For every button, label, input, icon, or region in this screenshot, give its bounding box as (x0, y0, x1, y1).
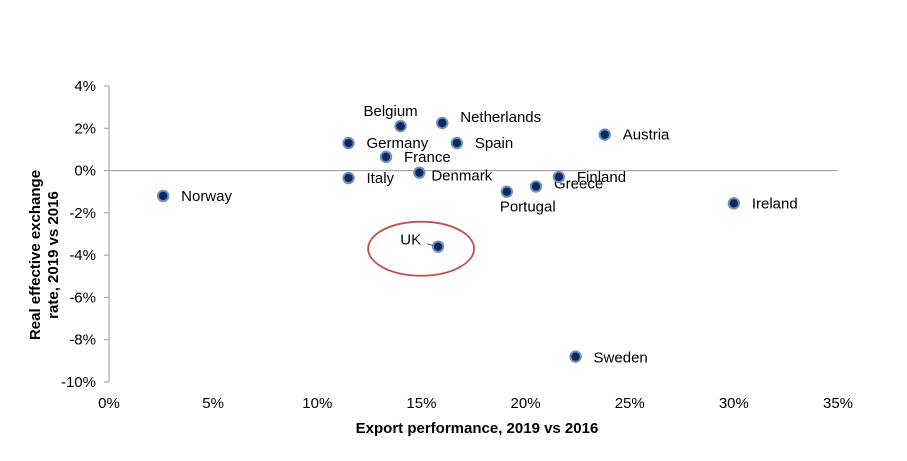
point-label-austria: Austria (623, 127, 670, 144)
point-finland (552, 170, 566, 184)
x-tick-label: 20% (511, 395, 541, 412)
x-tick-label: 30% (719, 395, 749, 412)
point-spain (450, 136, 464, 150)
point-label-spain: Spain (475, 135, 513, 152)
x-tick-label: 25% (615, 395, 645, 412)
y-axis-title-line-1: Real effective exchange (27, 170, 44, 340)
highlight-ellipse (367, 220, 475, 277)
x-tick-label: 10% (302, 395, 332, 412)
point-denmark (413, 166, 426, 179)
point-label-ireland: Ireland (752, 195, 798, 212)
x-ticks: 0% 5% 10% 15% 20% 25% 30% 35% (98, 395, 853, 412)
point-ireland (727, 197, 741, 210)
y-tick-label: -10% (61, 374, 96, 391)
point-italy (342, 171, 355, 185)
y-tick-label: 0% (74, 163, 96, 180)
point-norway (156, 189, 170, 203)
x-tick-label: 0% (98, 395, 120, 412)
point-uk (431, 240, 445, 253)
y-axis-title: Real effective exchange rate, 2019 vs 20… (27, 170, 62, 340)
point-france (379, 150, 393, 164)
data-points: Norway Germany Italy France Belgium Denmark UK… (156, 103, 798, 367)
point-greece (529, 180, 543, 193)
y-tick-label: -2% (69, 205, 96, 222)
x-tick-label: 5% (202, 395, 224, 412)
leader-line (426, 243, 434, 247)
point-portugal (500, 185, 514, 198)
point-label-germany: Germany (367, 135, 429, 152)
point-label-sweden: Sweden (594, 350, 648, 367)
y-tick-label: -4% (69, 247, 96, 264)
highlight-layer (367, 220, 475, 277)
x-axis-title: Export performance, 2019 vs 2016 (356, 420, 599, 437)
point-label-france: France (404, 149, 451, 166)
point-label-portugal: Portugal (500, 199, 556, 216)
point-label-norway: Norway (181, 188, 232, 205)
point-label-netherlands: Netherlands (460, 109, 541, 126)
x-tick-label: 15% (406, 395, 436, 412)
point-label-greece: Greece (554, 175, 603, 192)
y-tick-label: -6% (69, 289, 96, 306)
y-ticks: 4% 2% 0% -2% -4% -6% -8% -10% (61, 78, 109, 391)
y-tick-label: -8% (69, 332, 96, 349)
point-sweden (569, 350, 582, 363)
point-belgium (394, 119, 407, 133)
point-label-finland: Finland (577, 169, 626, 186)
x-tick-label: 35% (823, 395, 853, 412)
point-label-italy: Italy (367, 170, 395, 187)
point-label-belgium: Belgium (363, 103, 417, 120)
point-netherlands (436, 116, 449, 130)
point-label-uk: UK (400, 232, 421, 249)
y-tick-label: 2% (74, 120, 96, 137)
point-label-denmark: Denmark (431, 168, 492, 185)
point-austria (598, 128, 611, 141)
point-germany (342, 136, 355, 150)
y-tick-label: 4% (74, 78, 96, 95)
y-axis-title-line-2: rate, 2019 vs 2016 (45, 191, 62, 319)
